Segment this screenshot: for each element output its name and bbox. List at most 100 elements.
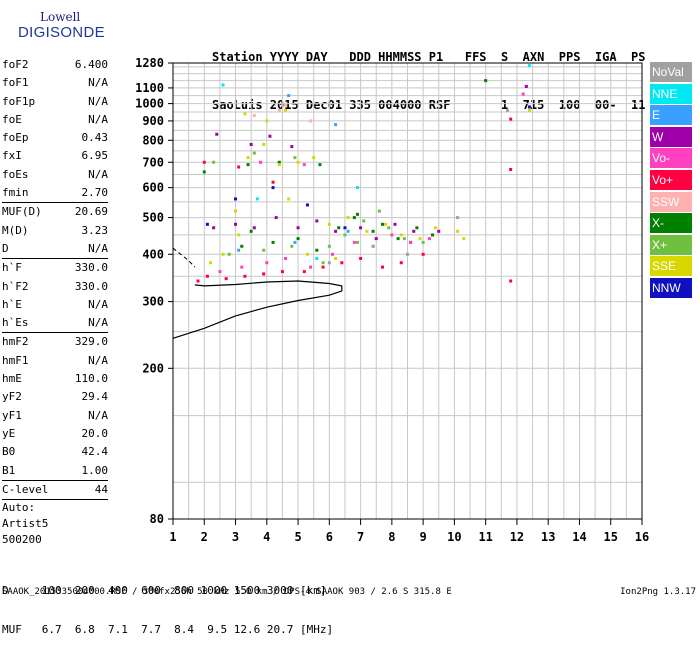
param-row: foF2 6.400	[2, 56, 108, 74]
param-row: foF1p N/A	[2, 93, 108, 111]
data-point	[265, 119, 269, 123]
param-row: h`F 330.0	[2, 259, 108, 277]
param-value: 0.43	[81, 131, 109, 145]
data-point	[305, 203, 309, 207]
x-tick-label: 10	[447, 530, 461, 544]
data-point	[234, 197, 238, 201]
param-value: 3.23	[81, 223, 109, 237]
param-name: foF1	[2, 76, 29, 90]
plot-frame	[172, 62, 643, 520]
data-point	[284, 256, 288, 260]
data-point	[509, 167, 513, 171]
x-tick-label: 15	[604, 530, 618, 544]
panel-separator	[2, 202, 108, 204]
legend-item: X-	[650, 213, 692, 234]
legend-item: E	[650, 105, 692, 126]
data-point	[365, 229, 369, 233]
param-row: foE N/A	[2, 111, 108, 129]
param-row: foF1 N/A	[2, 74, 108, 92]
data-point	[352, 240, 356, 244]
data-point	[521, 92, 525, 96]
data-point	[196, 279, 200, 283]
data-point	[412, 229, 416, 233]
param-name: foF2	[2, 58, 29, 71]
data-point	[377, 209, 381, 213]
data-point	[271, 180, 275, 184]
data-point	[527, 64, 531, 68]
param-value: 329.0	[74, 335, 108, 349]
autoscaling-line: Auto:	[2, 501, 36, 515]
legend-item: Vo-	[650, 148, 692, 169]
data-point	[346, 229, 350, 233]
data-point	[255, 197, 259, 201]
data-point	[337, 226, 341, 230]
data-point	[287, 94, 291, 98]
data-point	[462, 237, 466, 241]
data-point	[415, 226, 419, 230]
param-value: 2.70	[81, 186, 109, 200]
param-row: M(D) 3.23	[2, 222, 108, 240]
data-point	[352, 216, 356, 220]
data-point	[212, 226, 216, 230]
legend-item: NNW	[650, 277, 692, 298]
scaled-parameters-panel: foF2 6.400 foF1 N/A foF1p N/A foE N/A foEp 0.43 fx…	[2, 56, 108, 548]
data-point	[421, 252, 425, 256]
param-name: hmF2	[2, 335, 29, 349]
data-point	[215, 132, 219, 136]
param-value: 1.00	[81, 463, 109, 477]
param-name: fmin	[2, 186, 29, 200]
data-point	[380, 222, 384, 226]
data-point	[399, 233, 403, 237]
data-point	[434, 226, 438, 230]
data-point	[371, 229, 375, 233]
data-point	[246, 163, 250, 167]
data-point	[262, 142, 266, 146]
param-row: B1 1.00	[2, 462, 108, 480]
data-point	[318, 163, 322, 167]
param-row: foEs N/A	[2, 166, 108, 184]
legend-item: X+	[650, 234, 692, 255]
param-name: C-level	[2, 482, 49, 496]
data-point	[277, 160, 281, 164]
x-tick-label: 3	[232, 530, 239, 544]
param-value: 6.400	[74, 58, 108, 71]
x-tick-label: 6	[326, 530, 333, 544]
data-point	[330, 252, 334, 256]
data-point	[302, 163, 306, 167]
legend-item: NNE	[650, 83, 692, 104]
data-point	[209, 261, 213, 265]
extrapolated-profile	[172, 247, 196, 268]
param-name: foF1p	[2, 94, 36, 108]
param-name: foEp	[2, 131, 29, 145]
data-point	[359, 256, 363, 260]
autoscaling-line: Artist5	[2, 517, 49, 531]
data-point	[321, 261, 325, 265]
param-row: fmin 2.70	[2, 184, 108, 202]
data-point	[271, 240, 275, 244]
param-row: yF2 29.4	[2, 388, 108, 406]
data-point	[249, 229, 253, 233]
data-point	[315, 219, 319, 223]
y-tick-label: 1100	[135, 81, 164, 95]
data-point	[340, 261, 344, 265]
x-tick-label: 8	[388, 530, 395, 544]
data-point	[224, 277, 228, 281]
data-point	[237, 233, 241, 237]
data-point	[315, 256, 319, 260]
panel-separator	[2, 479, 108, 481]
param-row: yE 20.0	[2, 425, 108, 443]
data-point	[252, 151, 256, 155]
muf-frequency-row: MUF 6.7 6.8 7.1 7.7 8.4 9.5 12.6 20.7 [M…	[2, 623, 334, 636]
param-row: fxI 6.95	[2, 147, 108, 165]
data-point	[290, 244, 294, 248]
x-tick-label: 11	[478, 530, 492, 544]
data-point	[277, 108, 281, 112]
param-value: N/A	[88, 94, 108, 108]
param-value: 110.0	[74, 372, 108, 386]
data-point	[287, 197, 291, 201]
data-point	[355, 186, 359, 190]
param-name: hmE	[2, 372, 22, 386]
param-name: yF1	[2, 408, 22, 422]
param-value: N/A	[88, 167, 108, 181]
y-tick-label: 500	[142, 211, 164, 225]
